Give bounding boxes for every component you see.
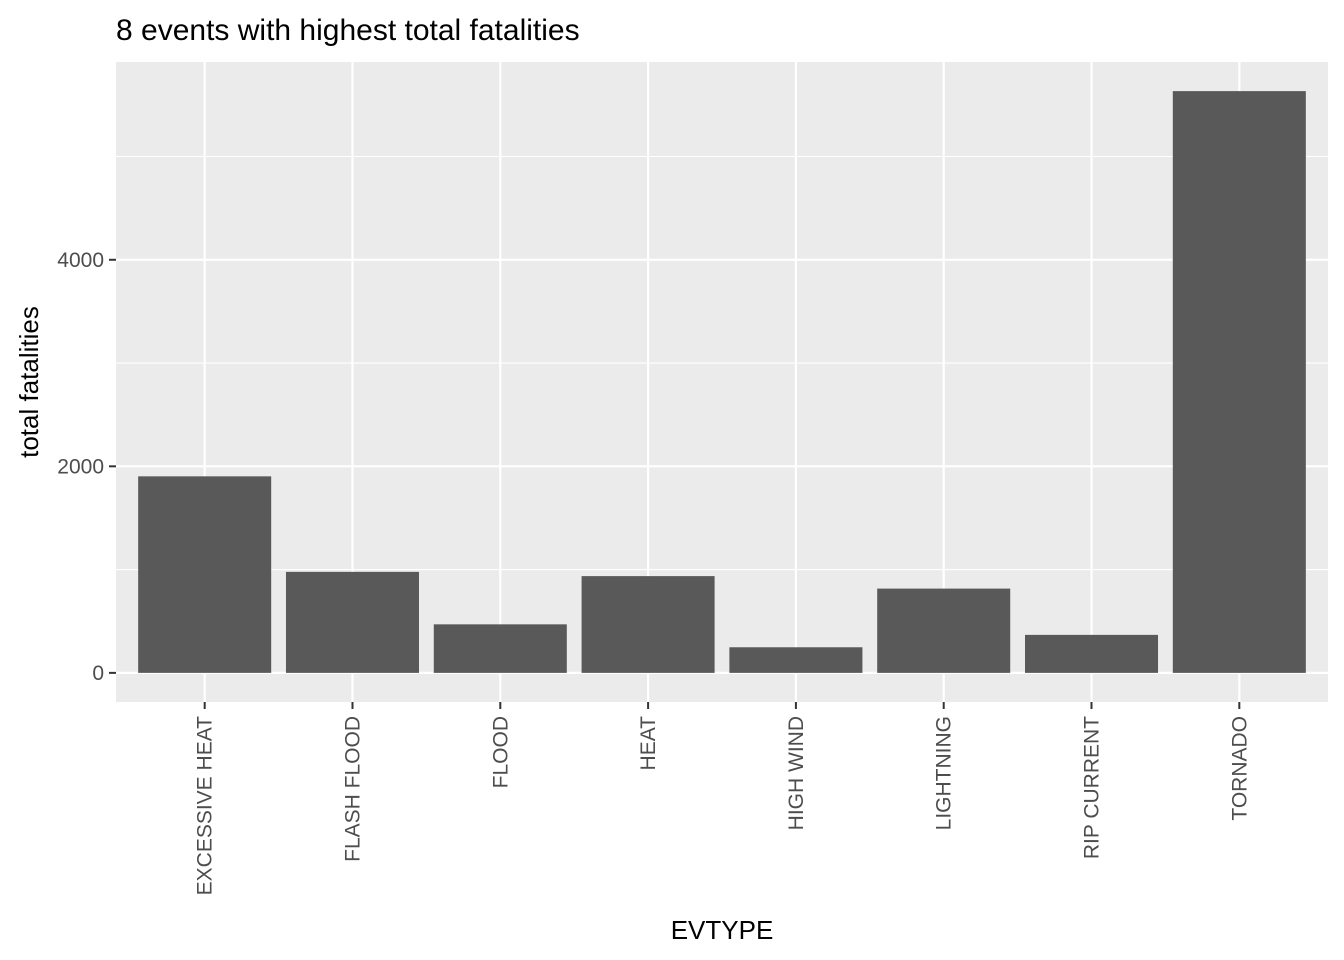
bar-rip-current: [1025, 634, 1159, 673]
x-tick-label-5: LIGHTNING: [933, 716, 956, 830]
bar-high-wind: [729, 647, 863, 673]
y-axis-title: total fatalities: [14, 306, 44, 458]
x-tick-label-7: TORNADO: [1228, 716, 1251, 821]
x-tick-label-4: HIGH WIND: [785, 716, 808, 830]
chart-title: 8 events with highest total fatalities: [116, 14, 580, 47]
minor-gridlines: [116, 155, 1328, 571]
bar-tornado: [1172, 91, 1306, 673]
x-tick-label-2: FLOOD: [489, 716, 512, 788]
bars: [138, 91, 1306, 673]
bar-lightning: [877, 588, 1011, 673]
y-tick-label-1: 2000: [57, 455, 104, 478]
bar-flood: [433, 624, 567, 673]
bar-excessive-heat: [138, 476, 272, 673]
y-tick-label-2: 4000: [57, 249, 104, 272]
x-tick-label-1: FLASH FLOOD: [341, 716, 364, 862]
bar-flash-flood: [285, 571, 419, 673]
bar-heat: [581, 576, 715, 673]
x-tick-label-6: RIP CURRENT: [1081, 716, 1104, 859]
x-tick-label-0: EXCESSIVE HEAT: [194, 716, 217, 896]
x-tick-label-3: HEAT: [637, 716, 660, 771]
y-axis: 0 2000 4000: [57, 249, 116, 685]
x-axis-title: EVTYPE: [671, 915, 774, 945]
y-tick-label-0: 0: [92, 662, 104, 685]
x-axis: EXCESSIVE HEAT FLASH FLOOD FLOOD HEAT HIGH W…: [194, 702, 1251, 896]
